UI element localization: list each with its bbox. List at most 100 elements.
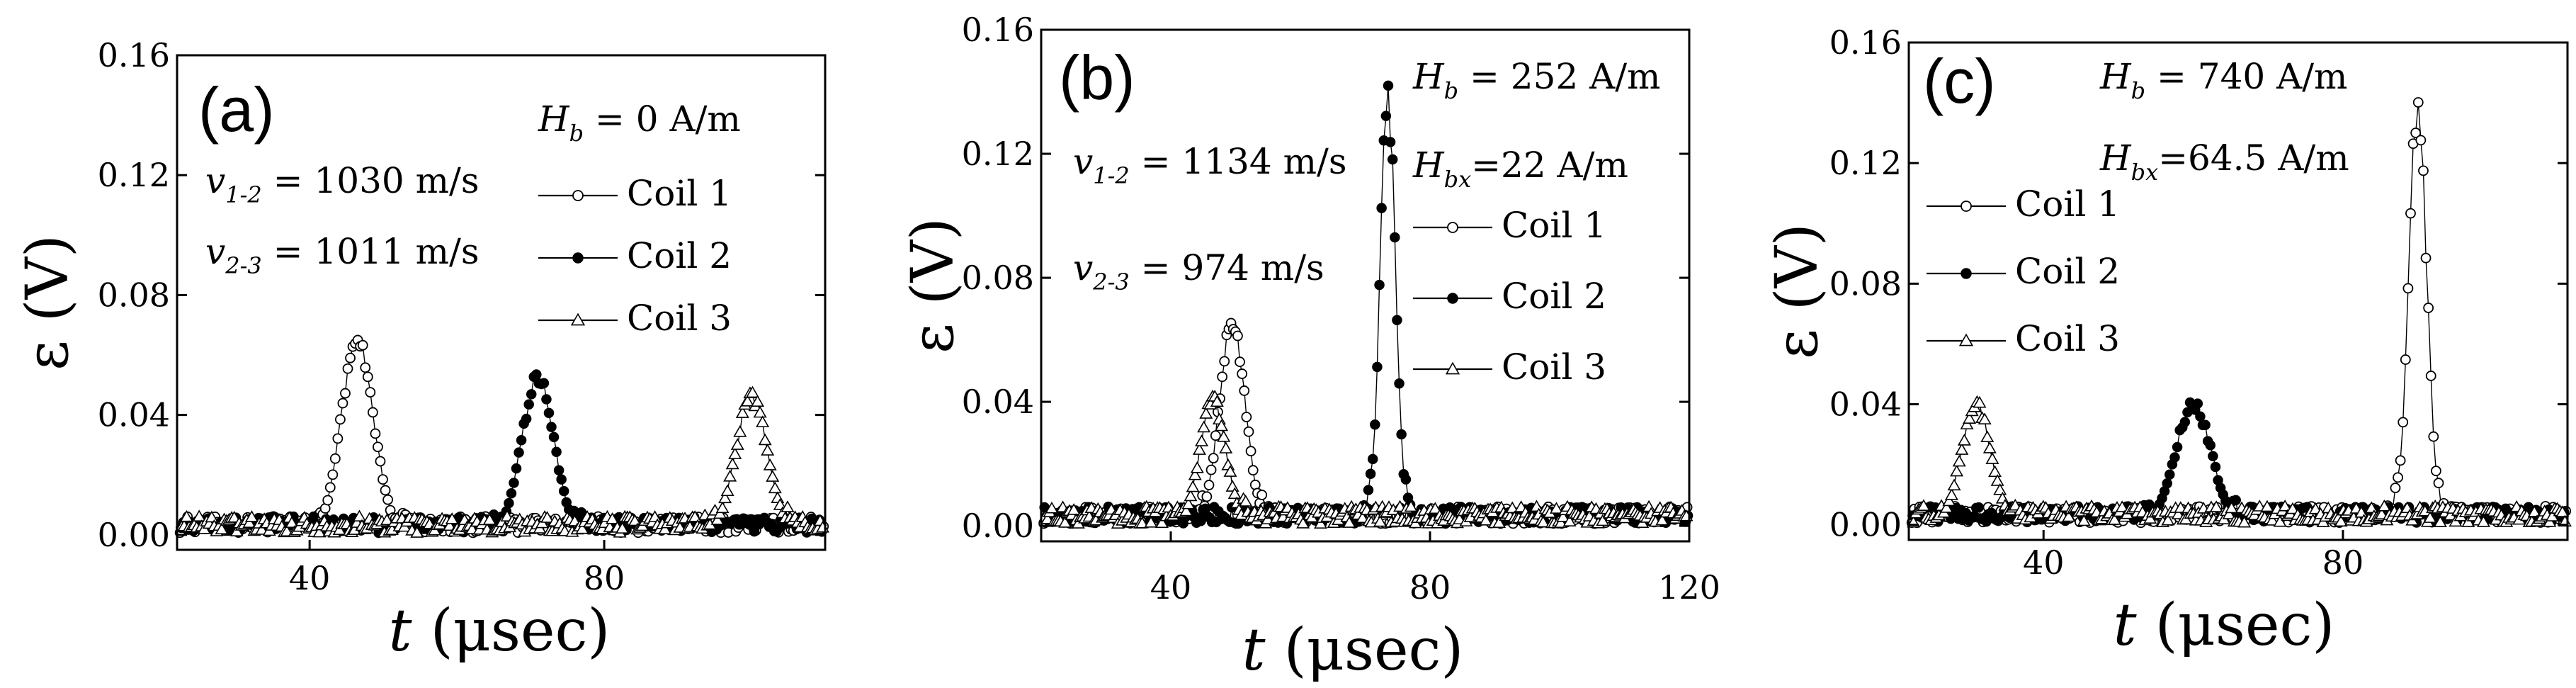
data-point <box>1373 514 1388 527</box>
data-point <box>2192 398 2203 409</box>
data-point <box>715 501 730 514</box>
data-point <box>1939 501 1953 513</box>
data-point <box>2162 478 2172 489</box>
data-point <box>2410 128 2422 138</box>
data-point <box>756 415 770 427</box>
data-point <box>2418 165 2429 176</box>
data-point <box>2172 441 2183 453</box>
y-tick-label: 0.00 <box>962 507 1034 545</box>
data-point <box>2398 417 2409 428</box>
y-axis-label: ε (V) <box>1764 223 1831 359</box>
data-point <box>357 339 368 351</box>
legend-marker <box>1961 268 1972 279</box>
data-point <box>1199 407 1213 419</box>
bx-annotation: Hbx=64.5 A/m <box>2099 137 2349 186</box>
data-point <box>1390 232 1400 243</box>
legend-marker <box>1447 222 1458 233</box>
data-point <box>1232 330 1243 342</box>
data-point <box>285 516 299 529</box>
data-point <box>1947 478 1961 491</box>
y-tick-label: 0.04 <box>962 383 1034 421</box>
data-point <box>1058 516 1072 528</box>
data-point <box>1505 501 1519 514</box>
data-point <box>710 513 725 525</box>
data-point <box>1210 395 1224 407</box>
velocity-annotation: v2-3 = 974 m/s <box>1073 247 1324 295</box>
data-point <box>1192 443 1206 455</box>
data-point <box>1982 441 1997 453</box>
field-annotation: Hb = 0 A/m <box>538 98 741 147</box>
data-point <box>215 522 229 535</box>
data-point <box>362 371 373 383</box>
data-point <box>1197 420 1211 433</box>
data-point <box>2077 514 2091 526</box>
data-point <box>373 441 383 453</box>
data-point <box>2260 500 2274 512</box>
data-point <box>673 521 687 533</box>
data-point <box>1950 464 1964 477</box>
data-point <box>342 363 353 374</box>
velocity-annotation: v2-3 = 1011 m/s <box>205 231 480 279</box>
data-point <box>345 352 356 363</box>
data-point <box>2425 371 2436 381</box>
data-point <box>1556 510 1570 522</box>
legend-label: Coil 3 <box>627 298 732 339</box>
data-point <box>1554 516 1568 528</box>
data-point <box>2062 509 2076 522</box>
data-point <box>688 510 702 522</box>
data-point <box>329 453 341 464</box>
bx-annotation: Hbx=22 A/m <box>1412 145 1628 193</box>
legend-entry: Coil 2 <box>538 235 732 276</box>
data-point <box>2334 514 2348 527</box>
data-point <box>2393 472 2403 483</box>
data-point <box>2195 411 2206 422</box>
data-point <box>2179 512 2193 525</box>
data-point <box>713 507 727 519</box>
data-point <box>2423 303 2434 313</box>
data-point <box>728 447 742 459</box>
data-point <box>327 469 339 480</box>
data-point <box>2423 511 2437 523</box>
plot-frame <box>1907 41 2569 541</box>
data-point <box>1296 517 1310 529</box>
x-axis-label: t (μsec) <box>389 597 611 665</box>
data-point <box>558 485 569 497</box>
legend-label: Coil 2 <box>2015 251 2120 292</box>
data-point <box>521 413 532 424</box>
data-point <box>1383 80 1394 91</box>
data-point <box>2273 514 2287 527</box>
data-point <box>1955 443 1969 455</box>
data-point <box>2433 515 2447 527</box>
legend-entry: Coil 1 <box>1413 205 1606 246</box>
data-point <box>733 424 747 437</box>
data-point <box>538 378 550 388</box>
data-point <box>1957 434 1971 446</box>
data-point <box>1144 516 1158 528</box>
data-point <box>1952 454 1966 467</box>
y-tick-label: 0.16 <box>98 36 170 74</box>
data-point <box>367 407 378 418</box>
data-point <box>337 397 348 409</box>
data-point <box>2428 431 2439 442</box>
data-point <box>1973 502 1985 513</box>
data-point <box>1215 419 1229 432</box>
data-point <box>2222 507 2236 519</box>
y-axis-label: ε (V) <box>900 218 967 354</box>
data-point <box>1980 430 1995 443</box>
data-point <box>365 387 376 398</box>
data-point <box>1219 441 1233 453</box>
data-point <box>2107 513 2121 525</box>
legend-entry: Coil 1 <box>538 173 732 214</box>
data-point <box>482 513 497 525</box>
data-point <box>1314 517 1328 529</box>
legend-marker <box>1961 201 1972 212</box>
data-point <box>324 482 336 493</box>
data-point <box>763 458 777 470</box>
data-point <box>2225 501 2239 514</box>
data-point <box>1655 513 1669 526</box>
data-point <box>335 414 346 425</box>
data-point <box>2555 505 2570 517</box>
legend-label: Coil 1 <box>627 173 732 214</box>
data-point <box>557 524 572 536</box>
field-annotation: Hb = 740 A/m <box>2099 56 2347 104</box>
